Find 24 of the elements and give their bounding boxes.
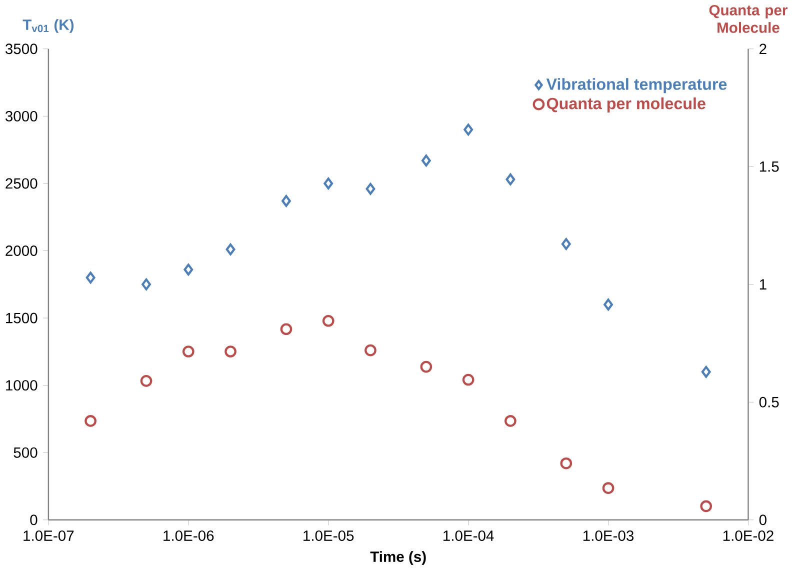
x-tick-label: 1.0E-04 [444,530,494,542]
y-tick-label: 1000 [6,380,38,391]
y2-tick-label: 1.5 [760,162,779,172]
y-tick-label: 2000 [6,246,38,256]
y-tick-label: 0 [30,514,38,526]
y-tick-label: 3500 [5,44,38,54]
legend-label: Quanta per molecule [546,97,706,113]
y-tick-label: 1500 [6,312,38,324]
y2-tick-label: 0 [759,514,766,526]
y2-tick-label: 0.5 [759,396,779,408]
x-tick-label: 1.0E-06 [164,530,214,542]
y-tick-label: 3000 [5,111,38,122]
x-axis-title: Time (s) [370,551,426,565]
y-tick-label: 2500 [6,178,38,189]
y-tick-label: 500 [14,447,38,458]
x-tick-label: 1.0E-07 [24,530,74,542]
x-tick-label: 1.0E-03 [583,530,634,542]
y-axis-title: T$_{v01}$ (K) [22,19,74,33]
y2-axis-title: Quanta per Molecule [709,5,788,33]
legend-label: Vibrational temperature [546,78,727,94]
x-tick-label: 1.0E-02 [723,530,774,542]
y2-tick-label: 1 [760,279,766,290]
x-tick-label: 1.0E-05 [304,530,354,542]
y2-tick-label: 2 [760,44,766,54]
